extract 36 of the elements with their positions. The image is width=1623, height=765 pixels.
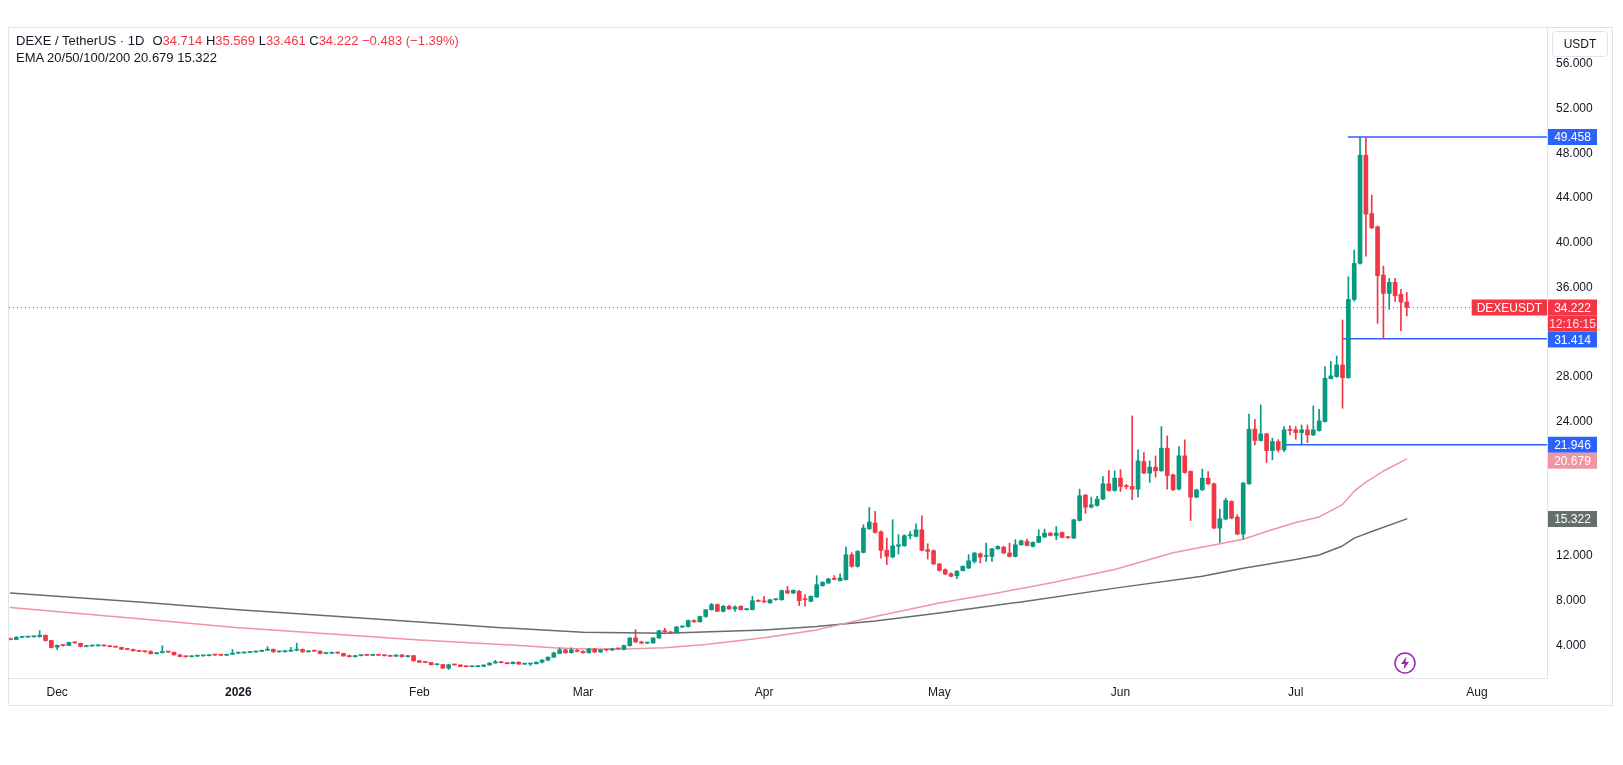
x-tick-label: Jul xyxy=(1288,684,1304,699)
annotation: EMA 20/50/100/200 20.679 15.322 xyxy=(16,50,217,66)
y-tick-label: 36.000 xyxy=(1556,279,1594,294)
y-tick-label: 44.000 xyxy=(1556,190,1594,205)
chart-subtitle: O34.714 H35.569 L33.461 C34.222 −0.483 (−1.39%) xyxy=(152,33,459,48)
y-tick-label: 40.000 xyxy=(1556,235,1594,250)
y-tick-label: 12.000 xyxy=(1556,548,1594,563)
data-label: 31.414 xyxy=(1554,332,1592,347)
y-tick-label: 28.000 xyxy=(1556,369,1594,384)
data-label: 49.458 xyxy=(1554,130,1592,145)
x-tick-label: Dec xyxy=(46,684,68,699)
y-tick-label: 24.000 xyxy=(1556,414,1594,429)
x-tick-label: Apr xyxy=(754,684,774,699)
y-tick-label: 52.000 xyxy=(1556,100,1594,115)
y-tick-label: 56.000 xyxy=(1556,56,1594,71)
candlestick xyxy=(1258,404,1264,442)
x-tick-label: Mar xyxy=(572,684,594,699)
y-tick-label: 8.000 xyxy=(1556,593,1587,608)
text: 15.322 xyxy=(1554,512,1592,527)
text: 12:16:15 xyxy=(1549,316,1597,331)
text: 20.679 xyxy=(1554,454,1592,469)
x-tick-label: Feb xyxy=(409,684,431,699)
y-axis-title: USDT xyxy=(1552,31,1608,57)
ref-line-label: 34.222 xyxy=(1554,300,1592,315)
y-tick-label: 48.000 xyxy=(1556,145,1594,160)
chart-title: DEXE / TetherUS · 1D xyxy=(16,33,145,49)
candlestick xyxy=(1053,526,1059,541)
x-tick-label: Jun xyxy=(1110,684,1131,699)
candlestick xyxy=(983,542,989,562)
data-label: 21.946 xyxy=(1554,438,1592,453)
x-tick-label: May xyxy=(928,684,951,699)
candlestick xyxy=(72,641,78,644)
x-tick-label: Aug xyxy=(1466,684,1488,699)
y-tick-label: 4.000 xyxy=(1556,637,1587,652)
x-tick-label: 2026 xyxy=(224,684,252,699)
annotation: DEXEUSDT xyxy=(1476,300,1543,315)
